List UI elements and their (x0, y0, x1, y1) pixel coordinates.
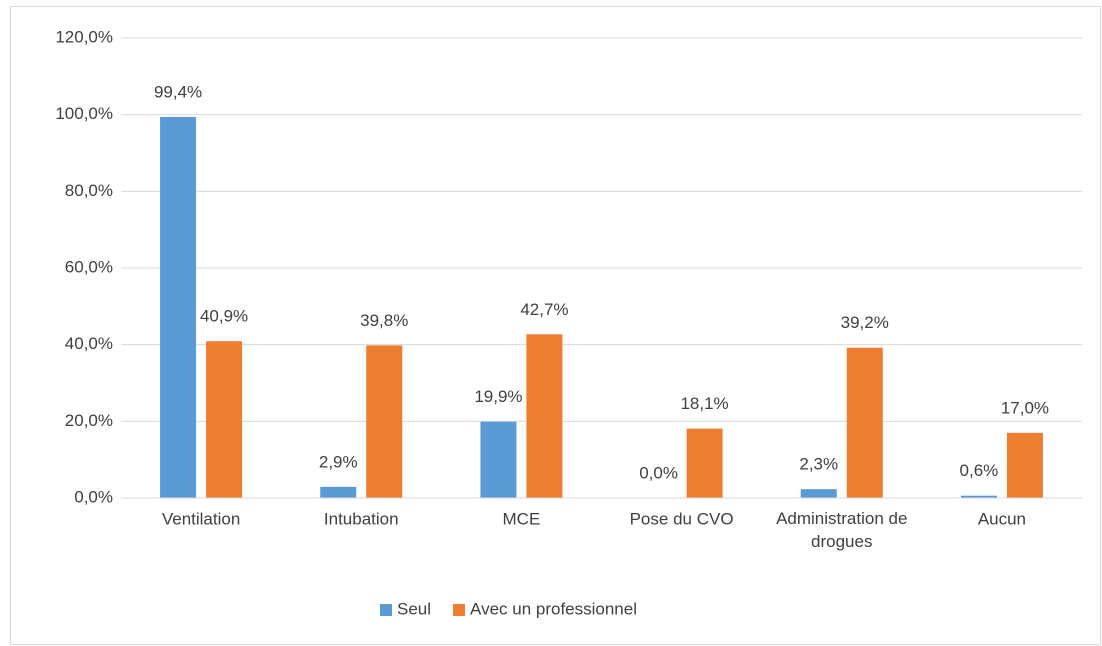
bar (320, 486, 357, 498)
x-tick-label: Intubation (324, 509, 399, 528)
legend-label: Avec un professionnel (470, 599, 637, 618)
y-tick-label: 100,0% (55, 104, 113, 123)
x-tick-label: MCE (503, 509, 541, 528)
bar (846, 347, 883, 498)
bar (480, 421, 517, 498)
value-label: 19,9% (474, 387, 522, 406)
legend-label: Seul (397, 599, 431, 618)
value-label: 0,6% (960, 461, 999, 480)
x-tick-label: Ventilation (162, 509, 240, 528)
bar (206, 341, 243, 498)
value-label: 0,0% (639, 463, 678, 482)
y-tick-label: 60,0% (65, 257, 113, 276)
x-tick-label: Pose du CVO (630, 509, 734, 528)
value-label: 40,9% (200, 307, 248, 326)
value-label: 99,4% (154, 82, 202, 101)
y-tick-label: 40,0% (65, 334, 113, 353)
bar (526, 334, 563, 498)
bar (960, 495, 997, 498)
x-tick-label: Aucun (978, 509, 1026, 528)
bar (800, 489, 837, 498)
value-label: 39,8% (360, 311, 408, 330)
value-label: 17,0% (1001, 398, 1049, 417)
legend-swatch (380, 604, 392, 616)
bar (160, 116, 197, 498)
y-tick-label: 120,0% (55, 27, 113, 46)
value-label: 39,2% (841, 313, 889, 332)
value-label: 2,3% (799, 455, 838, 474)
x-tick-label: Administration de drogues (776, 509, 907, 551)
value-label: 18,1% (680, 394, 728, 413)
legend-swatch (453, 604, 466, 616)
y-tick-label: 0,0% (74, 487, 113, 506)
y-tick-label: 80,0% (65, 181, 113, 200)
bar (686, 428, 723, 498)
value-label: 42,7% (520, 300, 568, 319)
value-label: 2,9% (319, 452, 358, 471)
y-tick-label: 20,0% (65, 411, 113, 430)
bar (366, 345, 403, 498)
bar (1006, 432, 1043, 498)
